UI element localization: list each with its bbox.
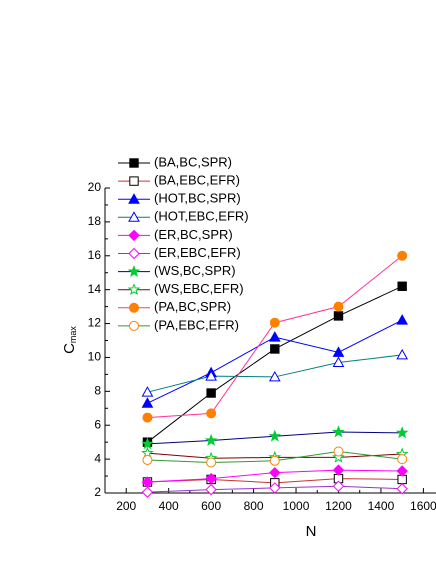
marker (141, 397, 154, 408)
y-tick-label: 2 (94, 485, 101, 499)
marker (205, 370, 217, 381)
legend: (BA,BC,SPR) (BA,EBC,EFR) (HOT,BC,SPR) (HOT,… (118, 154, 249, 332)
marker (269, 466, 281, 479)
marker (205, 483, 217, 496)
marker (269, 482, 281, 494)
legend-marker (128, 229, 140, 242)
legend-label: (ER,EBC,EFR) (154, 245, 241, 260)
legend-marker (129, 158, 139, 168)
legend-marker (128, 193, 140, 204)
y-tick-label: 16 (88, 248, 102, 262)
x-tick-label: 200 (116, 499, 136, 513)
legend-label: (HOT,BC,SPR) (154, 191, 241, 206)
legend-label: (PA,BC,SPR) (154, 299, 231, 314)
y-tick-label: 8 (94, 384, 101, 398)
y-tick-label: 18 (88, 214, 102, 228)
legend-label: (WS,EBC,EFR) (154, 281, 244, 296)
y-label-main: C (61, 343, 78, 354)
y-tick-label: 12 (88, 316, 102, 330)
x-tick-label: 1600 (410, 499, 436, 513)
y-label-sub: max (68, 326, 78, 344)
x-tick-label: 800 (244, 499, 264, 513)
y-tick-label: 6 (94, 417, 101, 431)
legend-marker (129, 176, 139, 186)
legend-marker (129, 320, 139, 331)
marker (333, 446, 344, 457)
x-tick-label: 400 (159, 499, 179, 513)
marker (142, 412, 153, 423)
marker (205, 472, 217, 485)
marker (269, 455, 280, 466)
legend-label: (ER,BC,SPR) (154, 227, 233, 242)
marker (332, 425, 345, 438)
marker (395, 426, 409, 439)
marker (332, 356, 345, 368)
marker (268, 331, 281, 342)
marker (141, 437, 154, 450)
marker (268, 370, 281, 382)
legend-marker (128, 211, 140, 222)
marker (397, 281, 407, 291)
marker (396, 483, 408, 495)
legend-label: (BA,EBC,EFR) (154, 173, 240, 188)
marker (206, 408, 217, 419)
marker (206, 457, 217, 468)
marker (333, 301, 344, 312)
marker (270, 344, 280, 354)
marker (204, 433, 218, 446)
y-axis-label: Cmax (61, 326, 78, 354)
legend-label: (HOT,EBC,EFR) (154, 209, 249, 224)
marker (332, 346, 345, 357)
x-tick-label: 1400 (368, 499, 395, 513)
x-tick-label: 600 (201, 499, 221, 513)
y-tick-label: 14 (88, 282, 102, 296)
marker (206, 388, 216, 398)
marker (397, 454, 408, 465)
marker (333, 311, 344, 321)
legend-label: (PA,EBC,EFR) (154, 317, 239, 332)
marker (332, 480, 345, 492)
marker (142, 454, 153, 465)
marker (396, 348, 409, 360)
legend-label: (BA,BC,SPR) (154, 154, 232, 169)
legend-marker (129, 302, 139, 313)
legend-marker (127, 264, 141, 277)
x-tick-label: 1200 (325, 499, 352, 513)
marker (141, 486, 154, 498)
marker (141, 386, 154, 397)
legend-marker (128, 247, 140, 260)
y-tick-label: 4 (94, 451, 101, 465)
x-tick-label: 1000 (283, 499, 310, 513)
marker (396, 314, 409, 325)
legend-marker (127, 283, 141, 296)
legend-label: (WS,BC,SPR) (154, 263, 236, 278)
marker (332, 464, 345, 476)
marker (397, 250, 408, 261)
marker (396, 465, 408, 477)
x-axis-label: N (306, 523, 317, 540)
marker (268, 429, 282, 442)
marker (332, 450, 345, 463)
y-tick-label: 10 (88, 350, 102, 364)
marker (269, 317, 280, 328)
y-tick-label: 20 (88, 180, 102, 194)
